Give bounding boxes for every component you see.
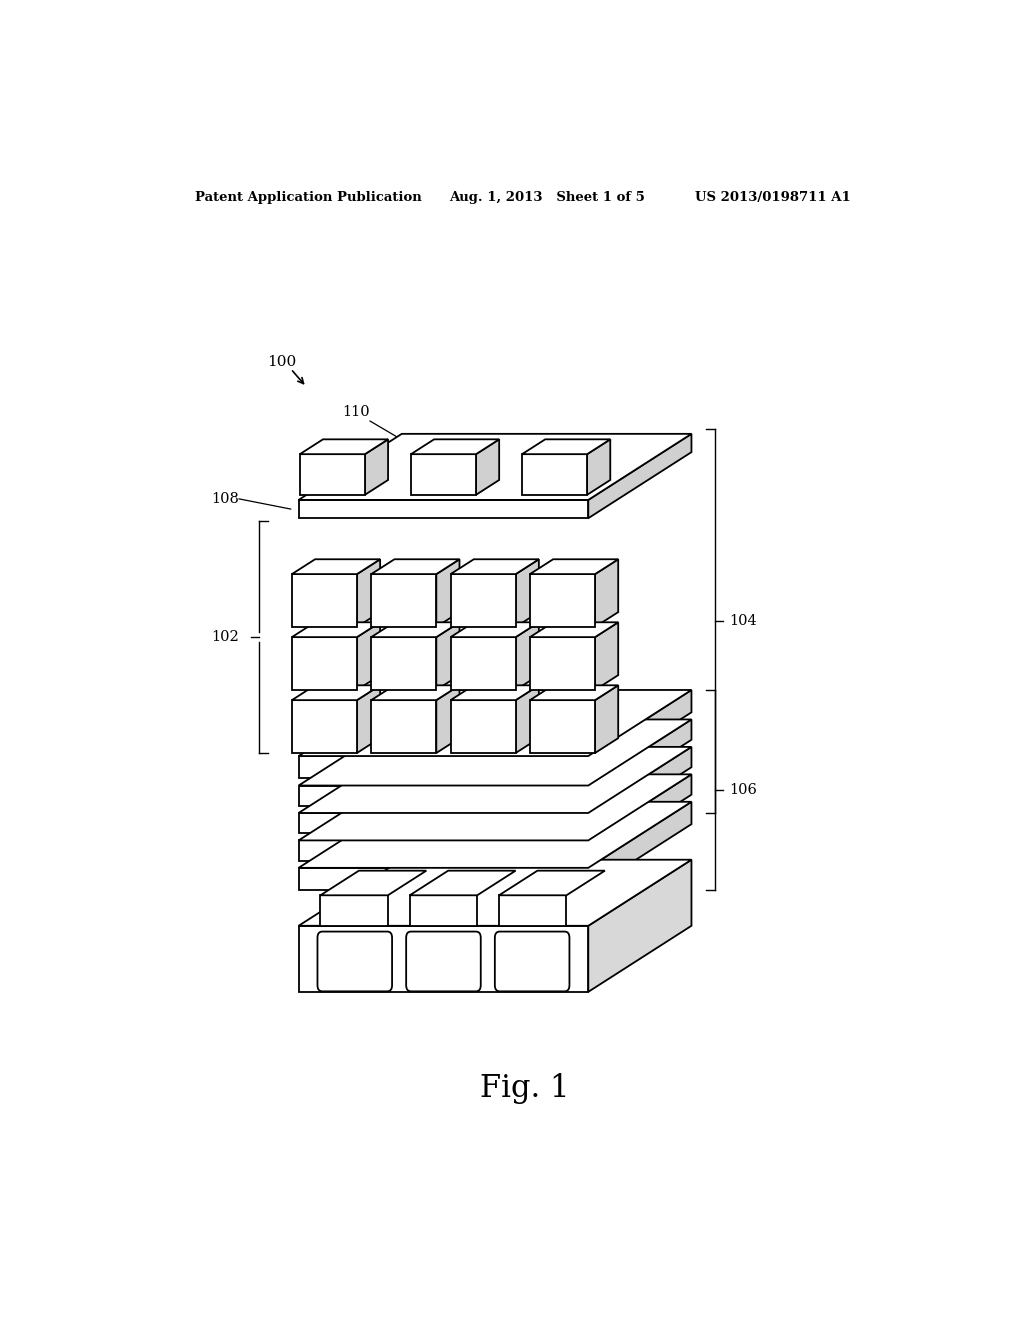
Polygon shape	[588, 434, 691, 519]
Polygon shape	[365, 440, 388, 495]
Polygon shape	[292, 700, 357, 752]
Polygon shape	[522, 454, 587, 495]
Polygon shape	[372, 560, 460, 574]
Polygon shape	[299, 785, 588, 805]
Text: 100: 100	[267, 355, 296, 368]
Polygon shape	[299, 434, 691, 500]
Polygon shape	[595, 560, 618, 627]
Polygon shape	[388, 871, 426, 925]
Polygon shape	[411, 440, 499, 454]
Text: 104: 104	[729, 614, 758, 628]
Text: Patent Application Publication: Patent Application Publication	[196, 190, 422, 203]
Polygon shape	[300, 454, 365, 495]
Polygon shape	[451, 685, 539, 700]
Polygon shape	[595, 622, 618, 690]
Polygon shape	[321, 895, 388, 925]
Text: Fig. 1: Fig. 1	[480, 1073, 569, 1104]
Polygon shape	[451, 622, 539, 638]
FancyBboxPatch shape	[407, 932, 480, 991]
Polygon shape	[451, 700, 516, 752]
Polygon shape	[588, 775, 691, 861]
Polygon shape	[530, 700, 595, 752]
Polygon shape	[299, 841, 588, 861]
Polygon shape	[299, 813, 588, 833]
Polygon shape	[292, 560, 380, 574]
Polygon shape	[357, 560, 380, 627]
Polygon shape	[299, 500, 588, 519]
Polygon shape	[410, 871, 516, 895]
FancyBboxPatch shape	[495, 932, 569, 991]
Polygon shape	[522, 440, 610, 454]
Text: Aug. 1, 2013   Sheet 1 of 5: Aug. 1, 2013 Sheet 1 of 5	[450, 190, 645, 203]
Polygon shape	[299, 775, 691, 841]
Polygon shape	[530, 622, 618, 638]
Polygon shape	[372, 622, 460, 638]
Polygon shape	[292, 638, 357, 690]
Text: 102: 102	[211, 630, 239, 644]
Polygon shape	[372, 685, 460, 700]
Text: 110: 110	[342, 405, 370, 418]
Polygon shape	[451, 638, 516, 690]
Polygon shape	[299, 747, 691, 813]
Polygon shape	[299, 925, 588, 991]
Polygon shape	[499, 871, 605, 895]
Polygon shape	[299, 719, 691, 785]
Polygon shape	[299, 859, 691, 925]
Polygon shape	[411, 454, 476, 495]
Polygon shape	[595, 685, 618, 752]
Polygon shape	[436, 560, 460, 627]
Polygon shape	[451, 574, 516, 627]
Polygon shape	[357, 685, 380, 752]
Polygon shape	[436, 622, 460, 690]
Polygon shape	[588, 801, 691, 890]
Polygon shape	[516, 685, 539, 752]
Polygon shape	[530, 638, 595, 690]
Polygon shape	[372, 574, 436, 627]
Polygon shape	[300, 440, 388, 454]
Polygon shape	[588, 747, 691, 833]
Polygon shape	[588, 859, 691, 991]
Polygon shape	[372, 638, 436, 690]
Polygon shape	[499, 895, 566, 925]
Polygon shape	[321, 871, 426, 895]
Polygon shape	[516, 560, 539, 627]
Text: 106: 106	[729, 783, 758, 797]
Polygon shape	[292, 622, 380, 638]
Polygon shape	[451, 560, 539, 574]
Polygon shape	[476, 440, 499, 495]
Text: US 2013/0198711 A1: US 2013/0198711 A1	[695, 190, 851, 203]
Polygon shape	[357, 622, 380, 690]
Polygon shape	[299, 801, 691, 867]
Polygon shape	[530, 685, 618, 700]
Polygon shape	[292, 685, 380, 700]
Polygon shape	[530, 574, 595, 627]
Polygon shape	[516, 622, 539, 690]
FancyBboxPatch shape	[317, 932, 392, 991]
Text: 108: 108	[211, 492, 239, 506]
Polygon shape	[372, 700, 436, 752]
Polygon shape	[299, 756, 588, 779]
Polygon shape	[477, 871, 516, 925]
Polygon shape	[299, 690, 691, 756]
Polygon shape	[530, 560, 618, 574]
Polygon shape	[299, 867, 588, 890]
Polygon shape	[566, 871, 605, 925]
Polygon shape	[588, 719, 691, 805]
Polygon shape	[292, 574, 357, 627]
Polygon shape	[588, 690, 691, 779]
Polygon shape	[587, 440, 610, 495]
Polygon shape	[410, 895, 477, 925]
Polygon shape	[436, 685, 460, 752]
